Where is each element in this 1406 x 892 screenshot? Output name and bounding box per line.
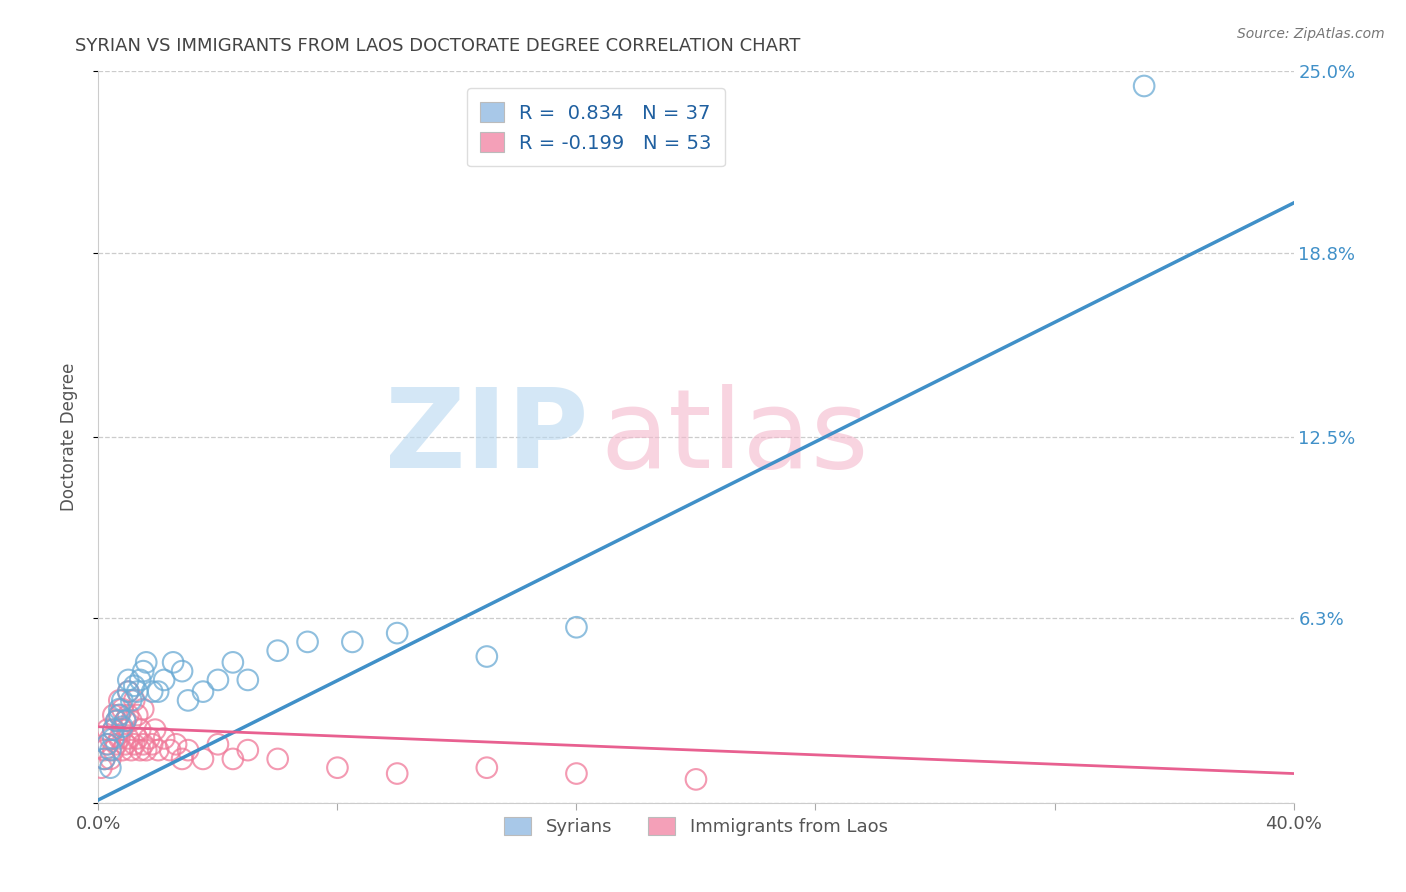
Point xyxy=(105,737,128,751)
Point xyxy=(153,731,176,746)
Point xyxy=(108,702,131,716)
Point xyxy=(475,761,498,775)
Point xyxy=(120,693,142,707)
Point xyxy=(117,684,139,698)
Point xyxy=(236,673,259,687)
Point xyxy=(475,649,498,664)
Point xyxy=(120,714,142,728)
Point xyxy=(177,743,200,757)
Point xyxy=(172,752,194,766)
Point xyxy=(267,643,290,657)
Point xyxy=(148,684,170,698)
Point xyxy=(132,664,155,678)
Point xyxy=(114,714,136,728)
Point xyxy=(111,720,134,734)
Point xyxy=(111,723,134,737)
Point xyxy=(124,679,146,693)
Point xyxy=(98,743,122,757)
Point xyxy=(111,693,134,707)
Point xyxy=(98,752,122,766)
Point xyxy=(148,743,170,757)
Point xyxy=(153,673,176,687)
Point xyxy=(129,743,152,757)
Point xyxy=(1133,78,1156,93)
Point xyxy=(342,635,364,649)
Point xyxy=(117,731,139,746)
Legend: Syrians, Immigrants from Laos: Syrians, Immigrants from Laos xyxy=(495,807,897,845)
Point xyxy=(124,737,146,751)
Point xyxy=(108,731,131,746)
Point xyxy=(165,737,187,751)
Point xyxy=(129,723,152,737)
Point xyxy=(236,743,259,757)
Point xyxy=(98,761,122,775)
Point xyxy=(132,737,155,751)
Point xyxy=(138,731,160,746)
Point xyxy=(297,635,319,649)
Point xyxy=(96,737,118,751)
Point xyxy=(93,743,115,757)
Point xyxy=(114,737,136,751)
Point xyxy=(111,743,134,757)
Point xyxy=(103,723,125,737)
Point xyxy=(114,714,136,728)
Point xyxy=(162,656,184,670)
Point xyxy=(117,684,139,698)
Point xyxy=(135,743,157,757)
Point xyxy=(108,693,131,707)
Point xyxy=(385,626,409,640)
Point xyxy=(685,772,707,787)
Point xyxy=(103,723,125,737)
Point xyxy=(222,752,245,766)
Point xyxy=(159,743,181,757)
Point xyxy=(117,708,139,723)
Point xyxy=(177,693,200,707)
Text: atlas: atlas xyxy=(600,384,869,491)
Point xyxy=(111,702,134,716)
Point xyxy=(93,752,115,766)
Point xyxy=(127,708,149,723)
Point xyxy=(124,693,146,707)
Point xyxy=(326,761,349,775)
Y-axis label: Doctorate Degree: Doctorate Degree xyxy=(59,363,77,511)
Point xyxy=(117,673,139,687)
Point xyxy=(267,752,290,766)
Point xyxy=(108,708,131,723)
Point xyxy=(103,743,125,757)
Point xyxy=(141,684,163,698)
Point xyxy=(127,684,149,698)
Point xyxy=(385,766,409,780)
Point xyxy=(90,761,112,775)
Point xyxy=(129,673,152,687)
Point xyxy=(93,752,115,766)
Point xyxy=(103,731,125,746)
Point xyxy=(132,702,155,716)
Point xyxy=(191,684,214,698)
Point xyxy=(120,743,142,757)
Point xyxy=(98,731,122,746)
Point xyxy=(143,723,166,737)
Point xyxy=(96,723,118,737)
Point xyxy=(172,664,194,678)
Text: Source: ZipAtlas.com: Source: ZipAtlas.com xyxy=(1237,27,1385,41)
Point xyxy=(127,731,149,746)
Point xyxy=(108,708,131,723)
Text: SYRIAN VS IMMIGRANTS FROM LAOS DOCTORATE DEGREE CORRELATION CHART: SYRIAN VS IMMIGRANTS FROM LAOS DOCTORATE… xyxy=(75,37,800,54)
Point xyxy=(105,714,128,728)
Text: ZIP: ZIP xyxy=(385,384,589,491)
Point xyxy=(135,656,157,670)
Point xyxy=(207,737,229,751)
Point xyxy=(207,673,229,687)
Point xyxy=(565,620,588,634)
Point xyxy=(222,656,245,670)
Point xyxy=(105,714,128,728)
Point xyxy=(191,752,214,766)
Point xyxy=(96,737,118,751)
Point xyxy=(103,708,125,723)
Point xyxy=(565,766,588,780)
Point xyxy=(141,737,163,751)
